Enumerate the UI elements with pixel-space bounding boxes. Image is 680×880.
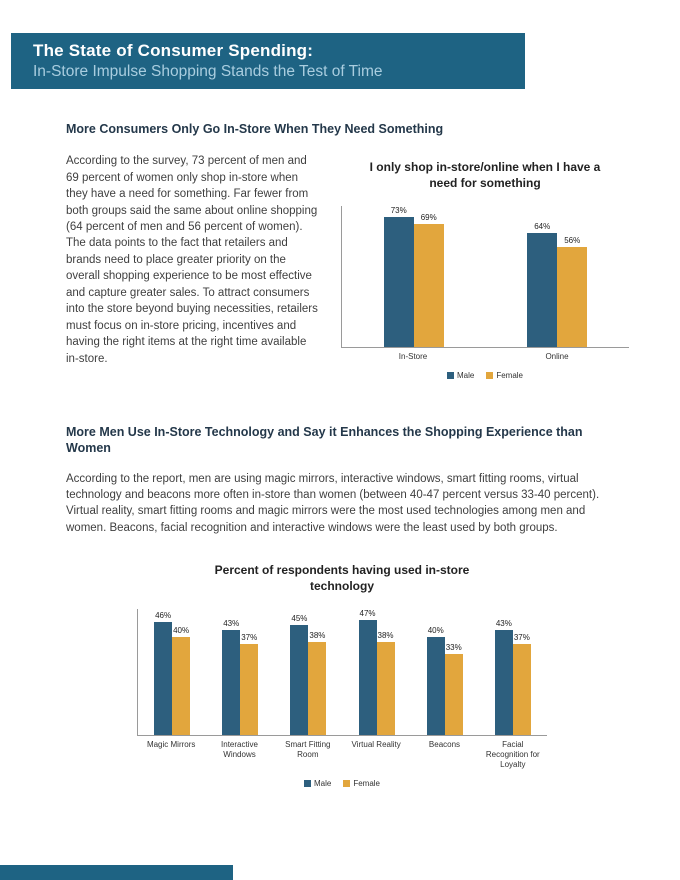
- bar-value-label: 40%: [173, 625, 190, 635]
- bar-male-in-store: [383, 217, 414, 347]
- bar-female-in-store: [413, 224, 444, 347]
- category-label: Magic Mirrors: [146, 739, 196, 749]
- category-label: Online: [545, 351, 569, 361]
- bar-value-label: 47%: [359, 608, 376, 618]
- chart-technology-usage: Percent of respondents having used in-st…: [137, 562, 547, 788]
- bar-male-online: [527, 233, 558, 347]
- bar-male-magic-mirrors: [154, 622, 173, 735]
- chart1-plot-area: 73% 69% 64% 56%: [341, 205, 629, 348]
- category-label: Smart Fitting Room: [285, 739, 331, 759]
- bar-female-online: [557, 247, 588, 347]
- legend-item-male: Male: [446, 371, 474, 380]
- bar-female-interactive-windows: [240, 644, 259, 735]
- category-label: Beacons: [428, 739, 461, 749]
- bar-female-facial-recognition-for-loyalty: [512, 644, 531, 735]
- bar-group: 47% 38%: [358, 608, 395, 735]
- chart1-category-axis: In-Store Online: [341, 352, 629, 362]
- category-label: Virtual Reality: [351, 739, 401, 749]
- footer-bar: [0, 865, 233, 880]
- legend-swatch-female: [343, 779, 351, 787]
- bar-value-label: 37%: [513, 633, 530, 643]
- chart1-title: I only shop in-store/online when I have …: [369, 160, 601, 191]
- page-subtitle: In-Store Impulse Shopping Stands the Tes…: [33, 63, 383, 80]
- category-label: Interactive Windows: [221, 739, 258, 759]
- bar-female-magic-mirrors: [172, 636, 191, 735]
- bar-value-label: 46%: [155, 611, 172, 621]
- bar-male-smart-fitting-room: [290, 624, 309, 735]
- bar-group: 40% 33%: [426, 625, 463, 735]
- bar-value-label: 45%: [291, 613, 308, 623]
- bar-group: 64% 56%: [527, 222, 588, 347]
- chart-shop-when-need: I only shop in-store/online when I have …: [341, 159, 629, 380]
- bar-male-facial-recognition-for-loyalty: [494, 629, 513, 735]
- header-banner: The State of Consumer Spending: In-Store…: [11, 33, 525, 89]
- chart1-legend: Male Female: [341, 371, 629, 380]
- chart2-title: Percent of respondents having used in-st…: [214, 563, 470, 594]
- section-in-store-need: More Consumers Only Go In-Store When The…: [66, 121, 629, 380]
- bar-value-label: 64%: [534, 222, 551, 232]
- bar-male-beacons: [426, 636, 445, 735]
- bar-male-interactive-windows: [222, 629, 241, 735]
- chart2-legend: Male Female: [137, 779, 547, 788]
- bar-value-label: 43%: [495, 618, 512, 628]
- legend-item-female: Female: [486, 371, 523, 380]
- bar-value-label: 38%: [377, 630, 394, 640]
- section1-heading: More Consumers Only Go In-Store When The…: [66, 122, 444, 136]
- legend-swatch-female: [486, 371, 494, 379]
- bar-group: 43% 37%: [494, 618, 531, 735]
- chart2-plot-area: 46% 40% 43% 37% 45% 38% 47% 38% 40% 33% 43% 37%: [137, 608, 547, 736]
- bar-value-label: 38%: [309, 630, 326, 640]
- bar-value-label: 69%: [420, 213, 437, 223]
- page-title: The State of Consumer Spending:: [33, 41, 314, 60]
- bar-female-smart-fitting-room: [308, 641, 327, 735]
- legend-swatch-male: [446, 371, 454, 379]
- bar-value-label: 40%: [427, 625, 444, 635]
- legend-swatch-male: [303, 779, 311, 787]
- section-in-store-technology: More Men Use In-Store Technology and Say…: [66, 424, 618, 788]
- section2-heading: More Men Use In-Store Technology and Say…: [66, 425, 583, 456]
- bar-female-virtual-reality: [376, 641, 395, 735]
- section2-paragraph: According to the report, men are using m…: [66, 472, 600, 534]
- legend-item-female: Female: [343, 779, 380, 788]
- legend-item-male: Male: [303, 779, 331, 788]
- bar-value-label: 56%: [564, 236, 581, 246]
- bar-value-label: 33%: [445, 643, 462, 653]
- bar-group: 46% 40%: [154, 611, 191, 735]
- bar-group: 73% 69%: [383, 206, 444, 347]
- bar-group: 45% 38%: [290, 613, 327, 735]
- bar-value-label: 37%: [241, 633, 258, 643]
- bar-value-label: 43%: [223, 618, 240, 628]
- section1-paragraph: According to the survey, 73 percent of m…: [66, 155, 318, 365]
- category-label: Facial Recognition for Loyalty: [485, 739, 540, 769]
- bar-value-label: 73%: [390, 206, 407, 216]
- category-label: In-Store: [398, 351, 428, 361]
- bar-male-virtual-reality: [358, 619, 377, 735]
- bar-female-beacons: [444, 654, 463, 735]
- chart2-category-axis: Magic Mirrors Interactive Windows Smart Fi…: [137, 740, 547, 770]
- bar-group: 43% 37%: [222, 618, 259, 735]
